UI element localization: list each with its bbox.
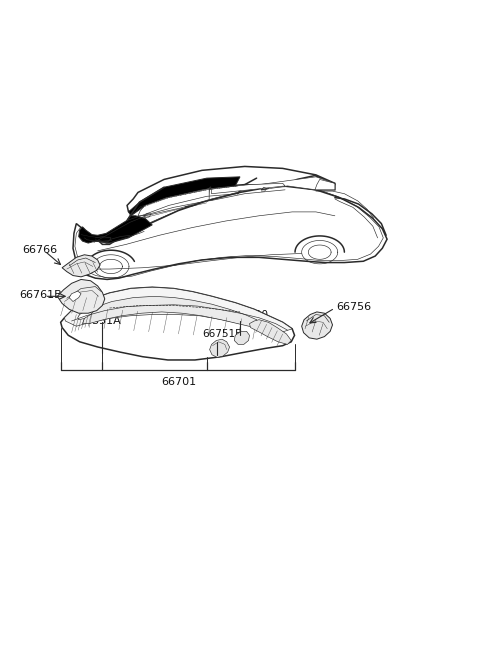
Polygon shape — [250, 320, 291, 345]
Polygon shape — [60, 288, 295, 360]
Text: 66751B: 66751B — [202, 329, 242, 339]
Polygon shape — [259, 177, 335, 190]
Polygon shape — [234, 331, 250, 345]
Text: 66766: 66766 — [22, 244, 57, 255]
Polygon shape — [83, 296, 259, 328]
Polygon shape — [301, 312, 333, 339]
Text: 66761B: 66761B — [19, 290, 62, 300]
Polygon shape — [79, 215, 152, 243]
Polygon shape — [138, 189, 209, 215]
Text: 64351A: 64351A — [79, 316, 121, 326]
Polygon shape — [212, 183, 285, 194]
Text: 66756: 66756 — [336, 302, 372, 312]
Polygon shape — [64, 288, 292, 333]
Polygon shape — [127, 166, 335, 212]
Polygon shape — [210, 339, 229, 358]
Polygon shape — [129, 177, 240, 215]
Polygon shape — [57, 280, 105, 313]
Polygon shape — [78, 307, 96, 320]
Text: 66701: 66701 — [161, 377, 196, 387]
Text: 66720: 66720 — [235, 310, 268, 320]
Polygon shape — [73, 186, 387, 280]
Polygon shape — [69, 291, 81, 301]
Polygon shape — [62, 255, 100, 277]
